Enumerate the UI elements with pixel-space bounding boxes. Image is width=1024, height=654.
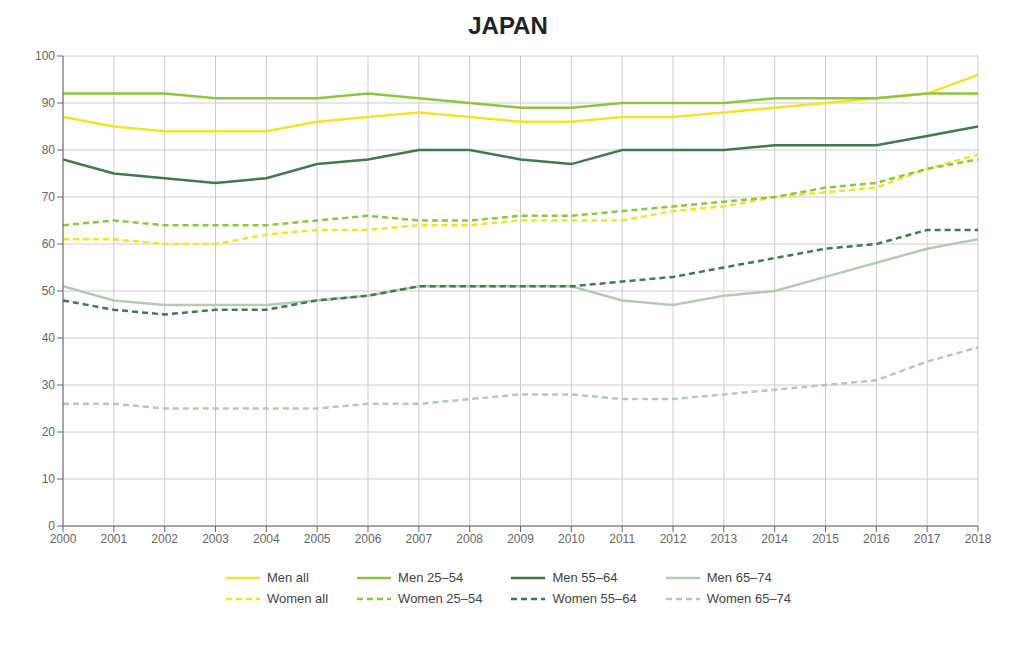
svg-text:40: 40: [42, 331, 56, 345]
svg-text:0: 0: [48, 519, 55, 533]
svg-text:2012: 2012: [660, 532, 687, 546]
svg-text:2017: 2017: [914, 532, 941, 546]
svg-text:2002: 2002: [151, 532, 178, 546]
svg-text:2005: 2005: [304, 532, 331, 546]
svg-text:2001: 2001: [100, 532, 127, 546]
svg-text:2015: 2015: [812, 532, 839, 546]
svg-text:2004: 2004: [253, 532, 280, 546]
svg-text:2008: 2008: [456, 532, 483, 546]
svg-text:90: 90: [42, 96, 56, 110]
html-text:Men 55–64: Men 55–64: [552, 570, 618, 585]
html-text:Men 25–54: Men 25–54: [398, 570, 464, 585]
svg-text:2018: 2018: [965, 532, 992, 546]
html-text:Men all: Men all: [266, 570, 309, 585]
svg-text:2009: 2009: [507, 532, 534, 546]
svg-text:20: 20: [42, 425, 56, 439]
html-text:JAPAN: JAPAN: [468, 12, 548, 39]
html-text:Men 65–74: Men 65–74: [706, 570, 772, 585]
svg-text:2003: 2003: [202, 532, 229, 546]
html-text:Women 55–64: Women 55–64: [552, 591, 637, 606]
svg-text:80: 80: [42, 143, 56, 157]
svg-text:100: 100: [35, 49, 55, 63]
svg-text:2000: 2000: [50, 532, 77, 546]
svg-text:2010: 2010: [558, 532, 585, 546]
svg-text:60: 60: [42, 237, 56, 251]
html-text:Women all: Women all: [266, 591, 329, 606]
svg-text:2013: 2013: [710, 532, 737, 546]
svg-text:70: 70: [42, 190, 56, 204]
html-text:Women 65–74: Women 65–74: [706, 591, 792, 606]
svg-text:2011: 2011: [609, 532, 635, 546]
svg-text:2007: 2007: [405, 532, 432, 546]
svg-text:50: 50: [42, 284, 56, 298]
svg-text:2014: 2014: [761, 532, 788, 546]
svg-text:10: 10: [42, 472, 56, 486]
svg-text:30: 30: [42, 378, 56, 392]
svg-text:2006: 2006: [355, 532, 382, 546]
html-text:Women 25–54: Women 25–54: [398, 591, 483, 606]
svg-text:2016: 2016: [863, 532, 890, 546]
